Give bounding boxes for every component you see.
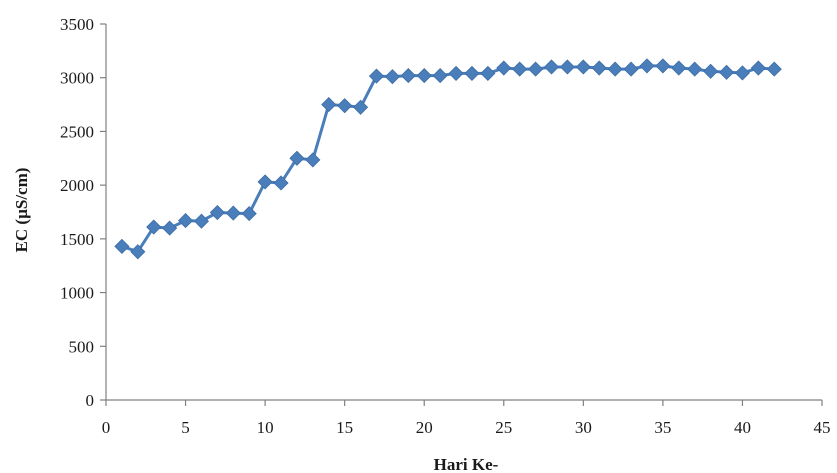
data-point-marker <box>575 59 591 75</box>
y-axis-title: EC (µS/cm) <box>12 168 31 253</box>
series-layer <box>114 58 782 260</box>
x-tick-label: 15 <box>336 418 353 437</box>
data-point-marker <box>734 65 751 81</box>
data-point-marker <box>114 238 130 254</box>
x-axis-title: Hari Ke- <box>434 455 499 473</box>
data-point-marker <box>607 61 623 77</box>
data-point-marker <box>209 204 225 221</box>
data-point-marker <box>464 65 480 81</box>
data-point-marker <box>750 60 766 76</box>
axes: 0 500 1000 1500 2000 2500 3000 3500 0 5 10 15 20 25 30… <box>60 15 831 437</box>
data-point-marker <box>480 65 496 81</box>
y-tick-label: 3000 <box>60 69 94 88</box>
data-point-marker <box>639 58 655 74</box>
x-tick-label: 25 <box>495 418 512 437</box>
data-point-marker <box>353 99 369 115</box>
data-point-marker <box>543 59 560 75</box>
data-point-marker <box>162 220 178 236</box>
y-tick-label: 3500 <box>60 15 94 34</box>
data-point-marker <box>241 206 257 222</box>
data-point-marker <box>384 69 400 85</box>
data-point-marker <box>130 244 146 260</box>
data-point-marker <box>193 213 210 229</box>
data-point-marker <box>225 205 241 221</box>
data-point-marker <box>305 152 321 168</box>
y-tick-label: 0 <box>86 391 95 410</box>
data-point-marker <box>257 174 273 190</box>
data-point-marker <box>766 61 782 77</box>
data-point-marker <box>337 98 353 114</box>
y-tick-label: 1000 <box>60 284 94 303</box>
x-tick-label: 5 <box>181 418 190 437</box>
x-tick-label: 40 <box>734 418 751 437</box>
y-tick-label: 500 <box>69 337 95 356</box>
data-point-marker <box>591 60 607 76</box>
data-point-marker <box>496 60 512 76</box>
data-point-marker <box>273 175 289 191</box>
data-point-marker <box>623 61 639 77</box>
data-point-marker <box>703 63 719 79</box>
y-tick-label: 2500 <box>60 122 94 141</box>
data-point-marker <box>559 59 575 75</box>
data-point-marker <box>416 68 432 84</box>
data-point-marker <box>400 68 416 84</box>
series-line <box>121 64 775 254</box>
data-point-marker <box>718 64 735 80</box>
data-point-marker <box>448 65 464 81</box>
y-tick-label: 2000 <box>60 176 94 195</box>
data-point-marker <box>177 213 194 229</box>
data-point-marker <box>528 61 544 77</box>
x-tick-label: 20 <box>416 418 433 437</box>
data-point-marker <box>146 219 162 235</box>
data-point-marker <box>512 61 528 77</box>
y-tick-label: 1500 <box>60 230 94 249</box>
x-tick-label: 35 <box>654 418 671 437</box>
data-point-marker <box>671 60 687 76</box>
data-point-marker <box>687 61 703 77</box>
x-tick-label: 0 <box>102 418 111 437</box>
x-tick-label: 45 <box>814 418 831 437</box>
data-point-marker <box>655 58 671 74</box>
data-point-marker <box>432 68 448 84</box>
data-point-marker <box>321 97 337 113</box>
x-tick-label: 10 <box>257 418 274 437</box>
data-point-marker <box>289 150 305 166</box>
data-point-marker <box>368 68 385 84</box>
x-tick-label: 30 <box>575 418 592 437</box>
